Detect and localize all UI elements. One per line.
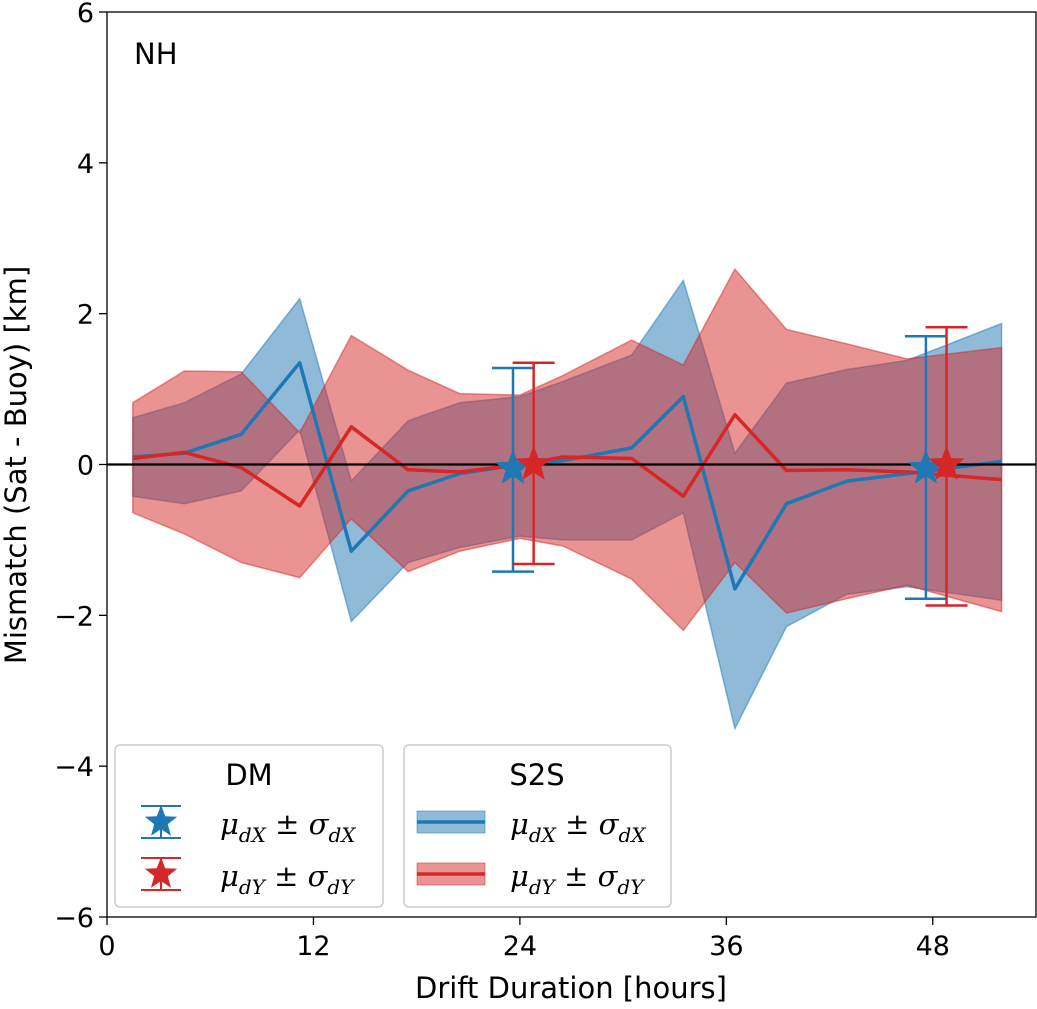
panel-label: NH — [134, 37, 178, 71]
legend-dm-box — [114, 744, 384, 908]
x-axis-label: Drift Duration [hours] — [415, 971, 727, 1005]
x-axis-ticks: 0 12 24 36 48 — [98, 917, 950, 962]
x-tick-label: 12 — [296, 931, 330, 962]
y-tick-label: 6 — [77, 0, 94, 29]
y-axis-ticks: 6 4 2 0 −2 −4 −6 — [54, 0, 107, 934]
dm-point-dm-dy-48h — [925, 325, 968, 607]
x-tick-label: 24 — [503, 931, 537, 962]
legend-s2s-swatch-dy — [416, 862, 486, 886]
legend-dm-label-dy: μdY ± σdY — [220, 859, 355, 899]
star-icon — [928, 445, 965, 480]
star-icon — [144, 857, 178, 888]
legend-dm-title: DM — [225, 758, 272, 792]
y-tick-label: −2 — [54, 601, 94, 632]
legend-s2s-swatch-dx — [416, 810, 486, 834]
y-axis-label: Mismatch (Sat - Buoy) [km] — [0, 266, 33, 664]
legend-dm-swatch-dx — [141, 805, 181, 839]
legend-s2s-label-dy: μdY ± σdY — [510, 859, 645, 899]
star-icon — [494, 449, 532, 484]
legend-s2s-title: S2S — [509, 758, 564, 792]
star-icon — [144, 805, 178, 836]
dm-points — [492, 325, 968, 607]
x-tick-label: 0 — [98, 931, 115, 962]
y-tick-label: 0 — [77, 451, 94, 482]
y-tick-label: −4 — [54, 752, 94, 783]
star-icon — [907, 449, 944, 484]
star-icon — [515, 445, 552, 480]
legend-s2s-label-dx: μdX ± σdX — [510, 807, 646, 847]
legend-dm-label-dx: μdX ± σdX — [220, 807, 356, 847]
x-tick-label: 36 — [709, 931, 743, 962]
legend-dm: DM μdX ± σdX μdY ± σdY — [114, 744, 384, 908]
confidence-bands — [132, 267, 1003, 731]
x-tick-label: 48 — [916, 931, 950, 962]
dm-point-dm-dx-48h — [904, 335, 947, 600]
y-tick-label: −6 — [54, 903, 94, 934]
y-tick-label: 2 — [77, 300, 94, 331]
band-s2s-dy — [132, 267, 1003, 632]
y-tick-label: 4 — [77, 149, 94, 180]
legend-s2s: S2S μdX ± σdX μdY ± σdY — [403, 744, 672, 908]
legend-dm-swatch-dy — [141, 857, 181, 891]
dm-point-dm-dy-24h — [512, 361, 555, 566]
dm-point-dm-dx-24h — [492, 366, 535, 573]
